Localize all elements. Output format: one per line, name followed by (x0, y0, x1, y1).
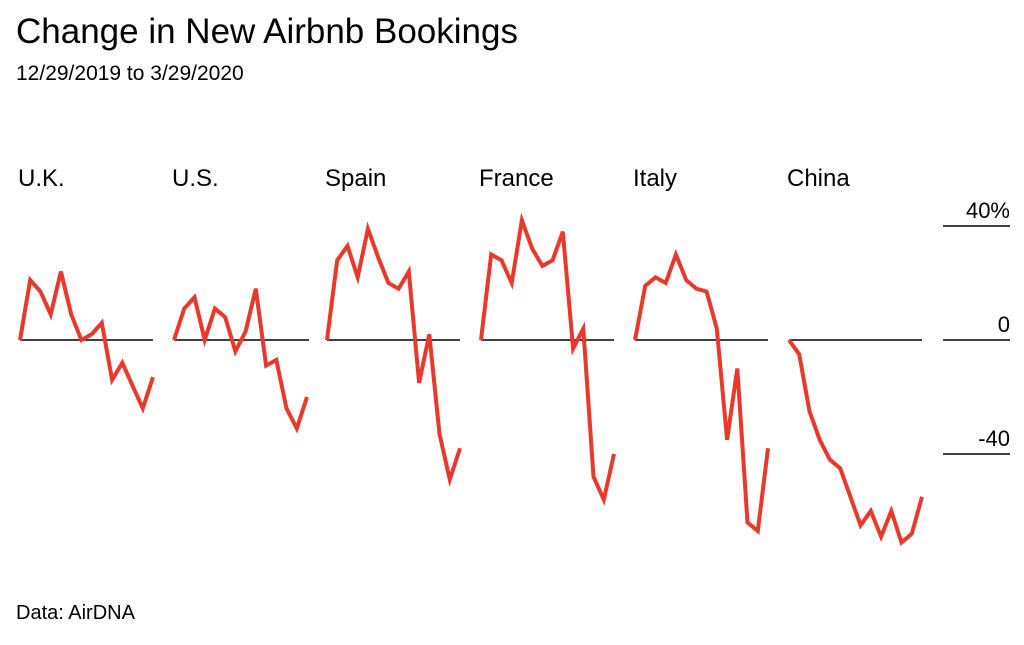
chart-subtitle: 12/29/2019 to 3/29/2020 (16, 62, 244, 85)
panel-uk: U.K. (18, 165, 155, 414)
panel-us: U.S. (172, 165, 309, 434)
series-line (172, 288, 309, 434)
panel-label: Spain (325, 165, 386, 192)
panel-france: France (479, 165, 616, 506)
panel-spain: Spain (325, 165, 462, 488)
series-line (633, 248, 770, 535)
panel-label: U.K. (18, 165, 65, 192)
y-tick-label: -40 (978, 426, 1010, 451)
panel-label: Italy (633, 165, 677, 192)
panel-label: U.S. (172, 165, 219, 192)
y-tick-label: 0 (998, 312, 1010, 337)
y-axis: 40% 0 -40 (943, 198, 1010, 455)
series-line (325, 221, 462, 488)
series-line (787, 338, 924, 546)
series-line (18, 271, 155, 414)
panel-label: France (479, 165, 554, 192)
panel-label: China (787, 165, 850, 192)
series-line (479, 212, 616, 506)
panel-italy: Italy (633, 165, 770, 535)
panel-china: China (787, 165, 924, 546)
chart-title: Change in New Airbnb Bookings (16, 12, 518, 51)
y-tick-label: 40% (966, 198, 1010, 223)
data-source: Data: AirDNA (16, 602, 135, 624)
